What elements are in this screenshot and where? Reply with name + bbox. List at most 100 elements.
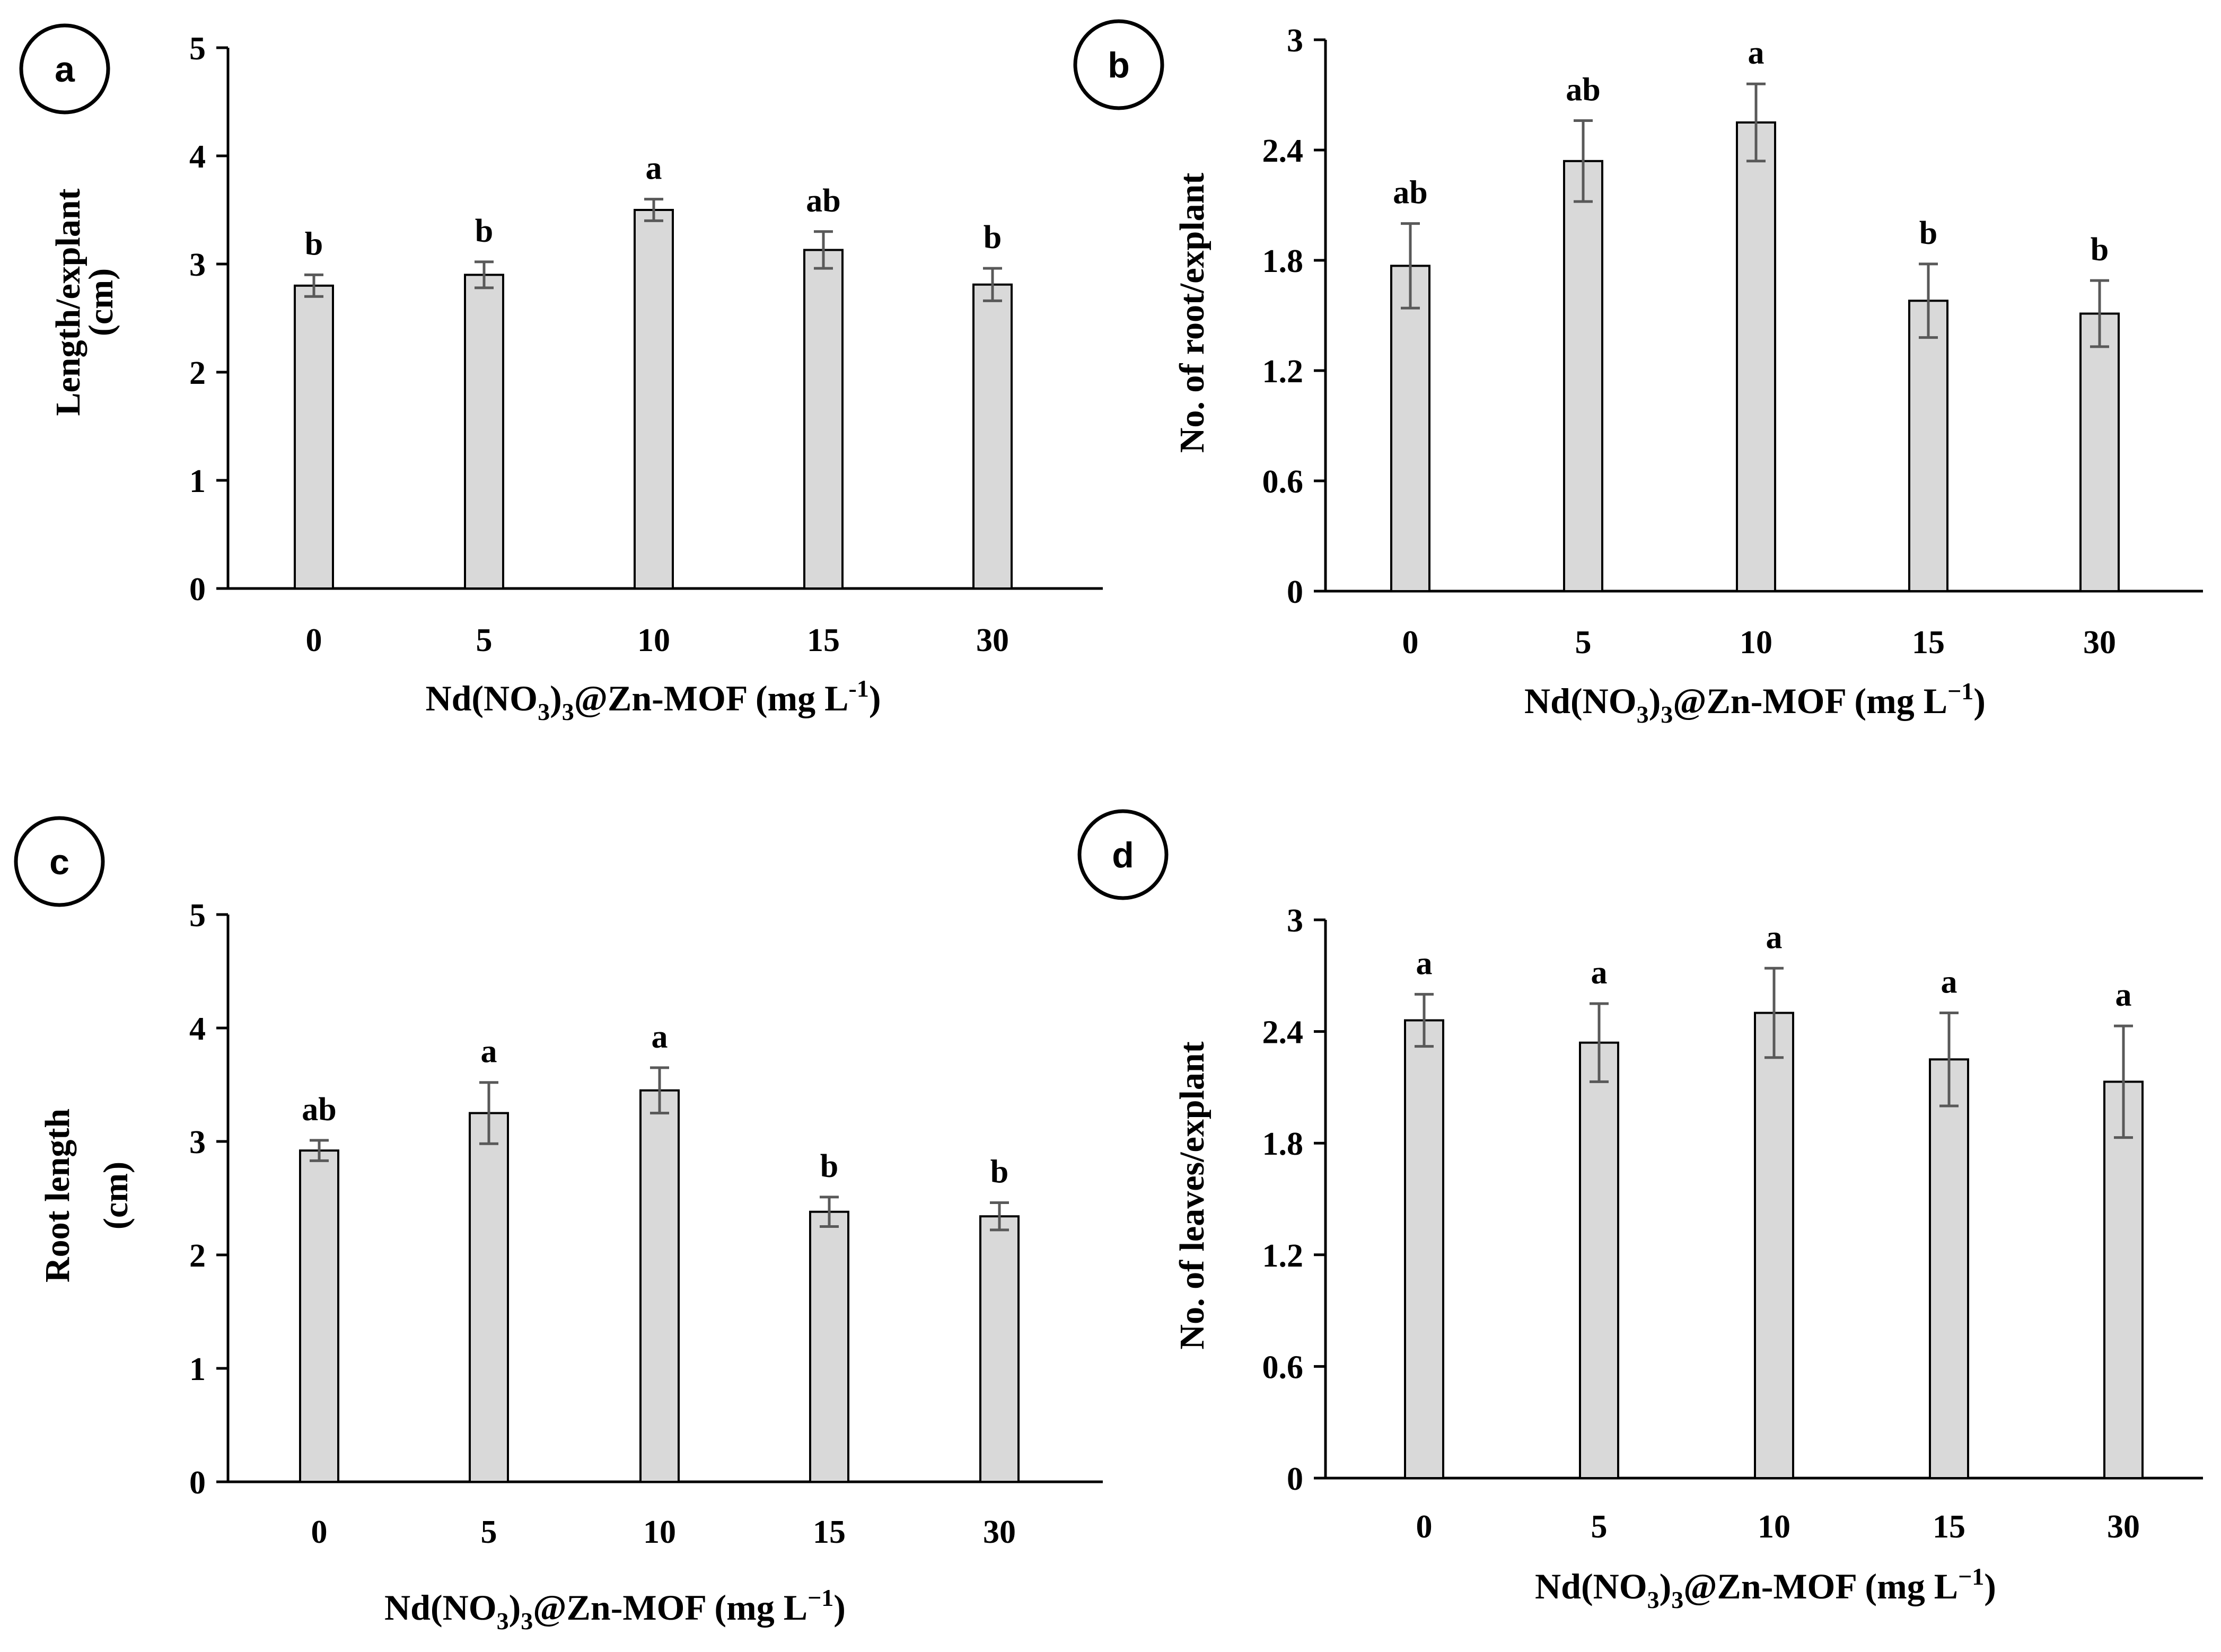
x-axis-label-sub2: 3 [562,698,574,725]
y-tick-label: 5 [189,31,206,67]
x-axis-label-sub2: 3 [521,1607,533,1635]
x-axis-label-close: ) [1984,1566,1996,1606]
x-tick-label: 10 [637,622,670,658]
x-tick-label: 15 [1912,625,1945,661]
y-tick-label: 2.4 [1262,133,1304,169]
significance-label: a [2115,977,2132,1013]
y-tick-label: 3 [1287,903,1303,939]
significance-label: b [990,1154,1008,1190]
bar-0 [294,284,334,590]
significance-label: a [1416,945,1433,981]
y-tick-label: 1.8 [1262,243,1304,279]
panel-b-letter: b [1108,45,1130,85]
x-tick-label: 30 [2083,625,2116,661]
y-tick-label: 3 [189,247,206,283]
x-tick-label: 15 [1933,1509,1965,1545]
y-axis-label: No. of leaves/explant [1173,1041,1212,1349]
y-tick-label: 1.2 [1262,1238,1304,1274]
x-axis-label-sub2: 3 [1661,701,1673,728]
x-tick-label: 10 [643,1514,676,1550]
x-axis-label-main: Nd(NO [384,1587,497,1628]
x-axis-label: Nd(NO3)3@Zn-MOF (mg L-1) [425,675,881,725]
significance-label: a [646,151,662,187]
bar-15 [1908,300,1948,592]
bar-30 [972,283,1013,590]
bar-15 [1929,1058,1969,1479]
panel-c-badge [14,816,105,907]
bar-0 [1390,265,1430,592]
x-tick-label: 30 [976,622,1009,658]
x-axis-label-sup: -1 [849,675,869,702]
y-tick-label: 0 [1287,574,1303,610]
y-axis-label: No. of root/explant [1173,173,1212,453]
y-tick-label: 1 [189,1351,206,1387]
bar-15 [809,1210,849,1483]
bar-5 [464,274,504,590]
panel-c: c 0 1 2 3 4 5 ab 0 a 5 a 10 b 15 b 30 Root length (cm) Nd(N… [14,816,1103,1635]
bar-10 [639,1089,680,1483]
x-axis-label-sub1: 3 [1647,1586,1660,1613]
bar-30 [2103,1080,2144,1479]
bar-15 [803,249,844,590]
y-tick-label: 1.2 [1262,354,1304,390]
bar-5 [1579,1041,1619,1480]
x-tick-label: 0 [306,622,322,658]
panel-b: b 0 0.6 1.2 1.8 2.4 3 ab 0 ab 5 a 10 b 15 b 30 No. of roo… [1073,19,2203,728]
x-axis-label-tail: @Zn-MOF (mg L [1683,1566,1958,1606]
y-axis-label: (cm) [96,1162,135,1229]
x-tick-label: 5 [476,622,493,658]
significance-label: a [1748,35,1764,71]
x-axis-label-tail: @Zn-MOF (mg L [1673,681,1947,721]
y-tick-label: 2 [189,1238,206,1274]
significance-label: a [1591,955,1608,991]
y-axis-label: (cm) [82,268,120,336]
x-axis-label-main: Nd(NO [425,678,538,718]
x-axis-label-main: Nd(NO [1524,681,1637,721]
y-tick-label: 1.8 [1262,1126,1304,1162]
y-tick-label: 2.4 [1262,1015,1304,1051]
y-tick-label: 0 [1287,1461,1303,1497]
x-axis-label-close: ) [869,678,881,718]
significance-label: ab [302,1092,336,1128]
panel-d-letter: d [1112,835,1134,875]
panel-d: d 0 0.6 1.2 1.8 2.4 3 a 0 a 5 a 10 a 15 a 30 No. of leave… [1077,809,2203,1613]
x-axis-label: Nd(NO3)3@Zn-MOF (mg L−1) [384,1584,846,1635]
bar-30 [2079,312,2120,592]
y-tick-label: 5 [189,898,206,934]
significance-label: ab [806,183,840,219]
bar-0 [299,1149,339,1483]
panel-c-letter: c [49,842,69,882]
x-tick-label: 30 [983,1514,1016,1550]
bar-10 [1754,1012,1794,1479]
x-tick-label: 5 [481,1514,497,1550]
bar-10 [634,209,674,590]
x-axis-label-sup: −1 [807,1584,833,1611]
bar-10 [1736,121,1776,592]
bar-5 [1563,160,1603,592]
x-axis-label-main: Nd(NO [1535,1566,1647,1606]
x-axis-label-close: ) [1973,681,1986,721]
x-axis-label-mid: ) [509,1587,521,1628]
x-axis-label-sub1: 3 [497,1607,509,1635]
panel-d-badge [1077,809,1169,900]
panel-a-badge [19,23,110,115]
x-axis-label-sub1: 3 [538,698,550,725]
x-tick-label: 0 [1402,625,1419,661]
y-tick-label: 0 [189,1465,206,1501]
significance-label: b [820,1148,838,1184]
bar-5 [469,1112,509,1483]
x-axis-label: Nd(NO3)3@Zn-MOF (mg L−1) [1535,1563,1996,1613]
significance-label: b [1919,215,1937,251]
x-axis-label-mid: ) [1649,681,1661,721]
x-axis-label-tail: @Zn-MOF (mg L [533,1587,807,1628]
x-tick-label: 30 [2107,1509,2140,1545]
significance-label: b [475,213,493,249]
panel-b-badge [1073,19,1164,110]
y-tick-label: 0.6 [1262,1349,1304,1385]
y-tick-label: 2 [189,355,206,391]
bar-0 [1404,1019,1444,1480]
x-axis-label-mid: ) [1660,1566,1672,1606]
significance-label: a [1941,964,1957,1000]
y-tick-label: 0 [189,572,206,608]
